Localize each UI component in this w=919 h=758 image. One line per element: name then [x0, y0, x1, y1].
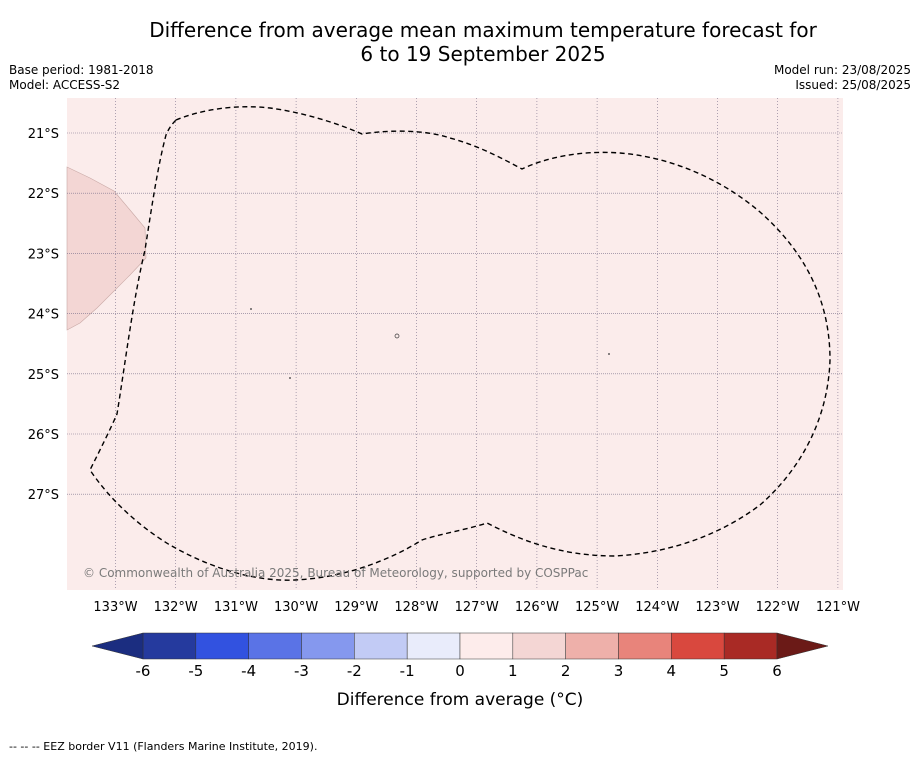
- longitude-label: 130°W: [274, 600, 318, 615]
- colorbar-segment: [142, 632, 197, 660]
- latitude-label: 21°S: [28, 127, 59, 142]
- island-marker: [289, 377, 291, 379]
- colorbar-tick-label: -1: [400, 662, 415, 680]
- issued-date: Issued: 25/08/2025: [795, 78, 911, 92]
- longitude-label: 126°W: [515, 600, 559, 615]
- colorbar-over-arrow: [776, 632, 829, 660]
- colorbar-tick-label: 2: [561, 662, 571, 680]
- colorbar-label: Difference from average (°C): [337, 690, 584, 710]
- colorbar-tick-label: -6: [136, 662, 151, 680]
- colorbar-tick-label: -3: [294, 662, 309, 680]
- colorbar-tick-label: 5: [719, 662, 729, 680]
- meta-left: Base period: 1981-2018 Model: ACCESS-S2: [9, 63, 154, 93]
- colorbar-segment: [565, 632, 619, 660]
- longitude-label: 124°W: [635, 600, 679, 615]
- latitude-label: 27°S: [28, 488, 59, 503]
- meta-right: Model run: 23/08/2025 Issued: 25/08/2025: [774, 63, 911, 93]
- base-period: Base period: 1981-2018: [9, 63, 154, 77]
- colorbar-segment: [723, 632, 778, 660]
- colorbar-tick-label: -2: [347, 662, 362, 680]
- latitude-label: 25°S: [28, 368, 59, 383]
- latitude-label: 26°S: [28, 428, 59, 443]
- map-title: Difference from average mean maximum tem…: [0, 18, 919, 66]
- title-line-1: Difference from average mean maximum tem…: [149, 18, 817, 42]
- longitude-label: 125°W: [575, 600, 619, 615]
- colorbar-segment: [618, 632, 672, 660]
- longitude-label: 123°W: [695, 600, 739, 615]
- colorbar-tick-label: 0: [455, 662, 465, 680]
- colorbar-segment: [301, 632, 355, 660]
- title-line-2: 6 to 19 September 2025: [360, 42, 606, 66]
- colorbar-segment: [459, 632, 514, 660]
- latitude-gridlines: [67, 132, 843, 495]
- map-background: [67, 98, 843, 590]
- longitude-label: 129°W: [334, 600, 378, 615]
- copyright-text: © Commonwealth of Australia 2025, Bureau…: [83, 566, 588, 580]
- colorbar-under-arrow: [91, 632, 144, 660]
- longitude-label: 127°W: [455, 600, 499, 615]
- colorbar-tick-label: 1: [508, 662, 518, 680]
- colorbar-segment: [354, 632, 408, 660]
- longitude-label: 122°W: [756, 600, 800, 615]
- latitude-label: 22°S: [28, 187, 59, 202]
- latitude-label: 24°S: [28, 308, 59, 323]
- longitude-label: 121°W: [816, 600, 860, 615]
- longitude-label: 128°W: [394, 600, 438, 615]
- longitude-label: 133°W: [93, 600, 137, 615]
- island-marker: [250, 308, 252, 310]
- footer-note: -- -- -- EEZ border V11 (Flanders Marine…: [9, 740, 318, 753]
- colorbar-segment: [512, 632, 566, 660]
- colorbar-segment: [195, 632, 249, 660]
- latitude-labels: 21°S 22°S 23°S 24°S 25°S 26°S 27°S: [28, 127, 59, 503]
- longitude-labels: 133°W 132°W 131°W 130°W 129°W 128°W 127°W 126°W…: [93, 600, 860, 615]
- model-run: Model run: 23/08/2025: [773, 63, 911, 77]
- colorbar-tick-label: -4: [241, 662, 256, 680]
- island-marker: [608, 353, 610, 355]
- colorbar-tick-label: 6: [772, 662, 782, 680]
- colorbar: -6 -5 -4 -3 -2 -1 0 1 2 3 4 5 6: [91, 632, 829, 680]
- colorbar-tick-label: 3: [614, 662, 624, 680]
- model-name: Model: ACCESS-S2: [9, 78, 121, 92]
- colorbar-segment: [248, 632, 302, 660]
- longitude-label: 132°W: [154, 600, 198, 615]
- eez-border: [89, 106, 831, 581]
- colorbar-tick-label: -5: [188, 662, 203, 680]
- colorbar-segment: [671, 632, 725, 660]
- anomaly-patch: [66, 166, 147, 331]
- longitude-label: 131°W: [214, 600, 258, 615]
- latitude-label: 23°S: [28, 247, 59, 262]
- longitude-gridlines: [115, 98, 839, 590]
- colorbar-tick-label: 4: [667, 662, 677, 680]
- island-marker: [394, 333, 400, 339]
- colorbar-segment: [406, 632, 461, 660]
